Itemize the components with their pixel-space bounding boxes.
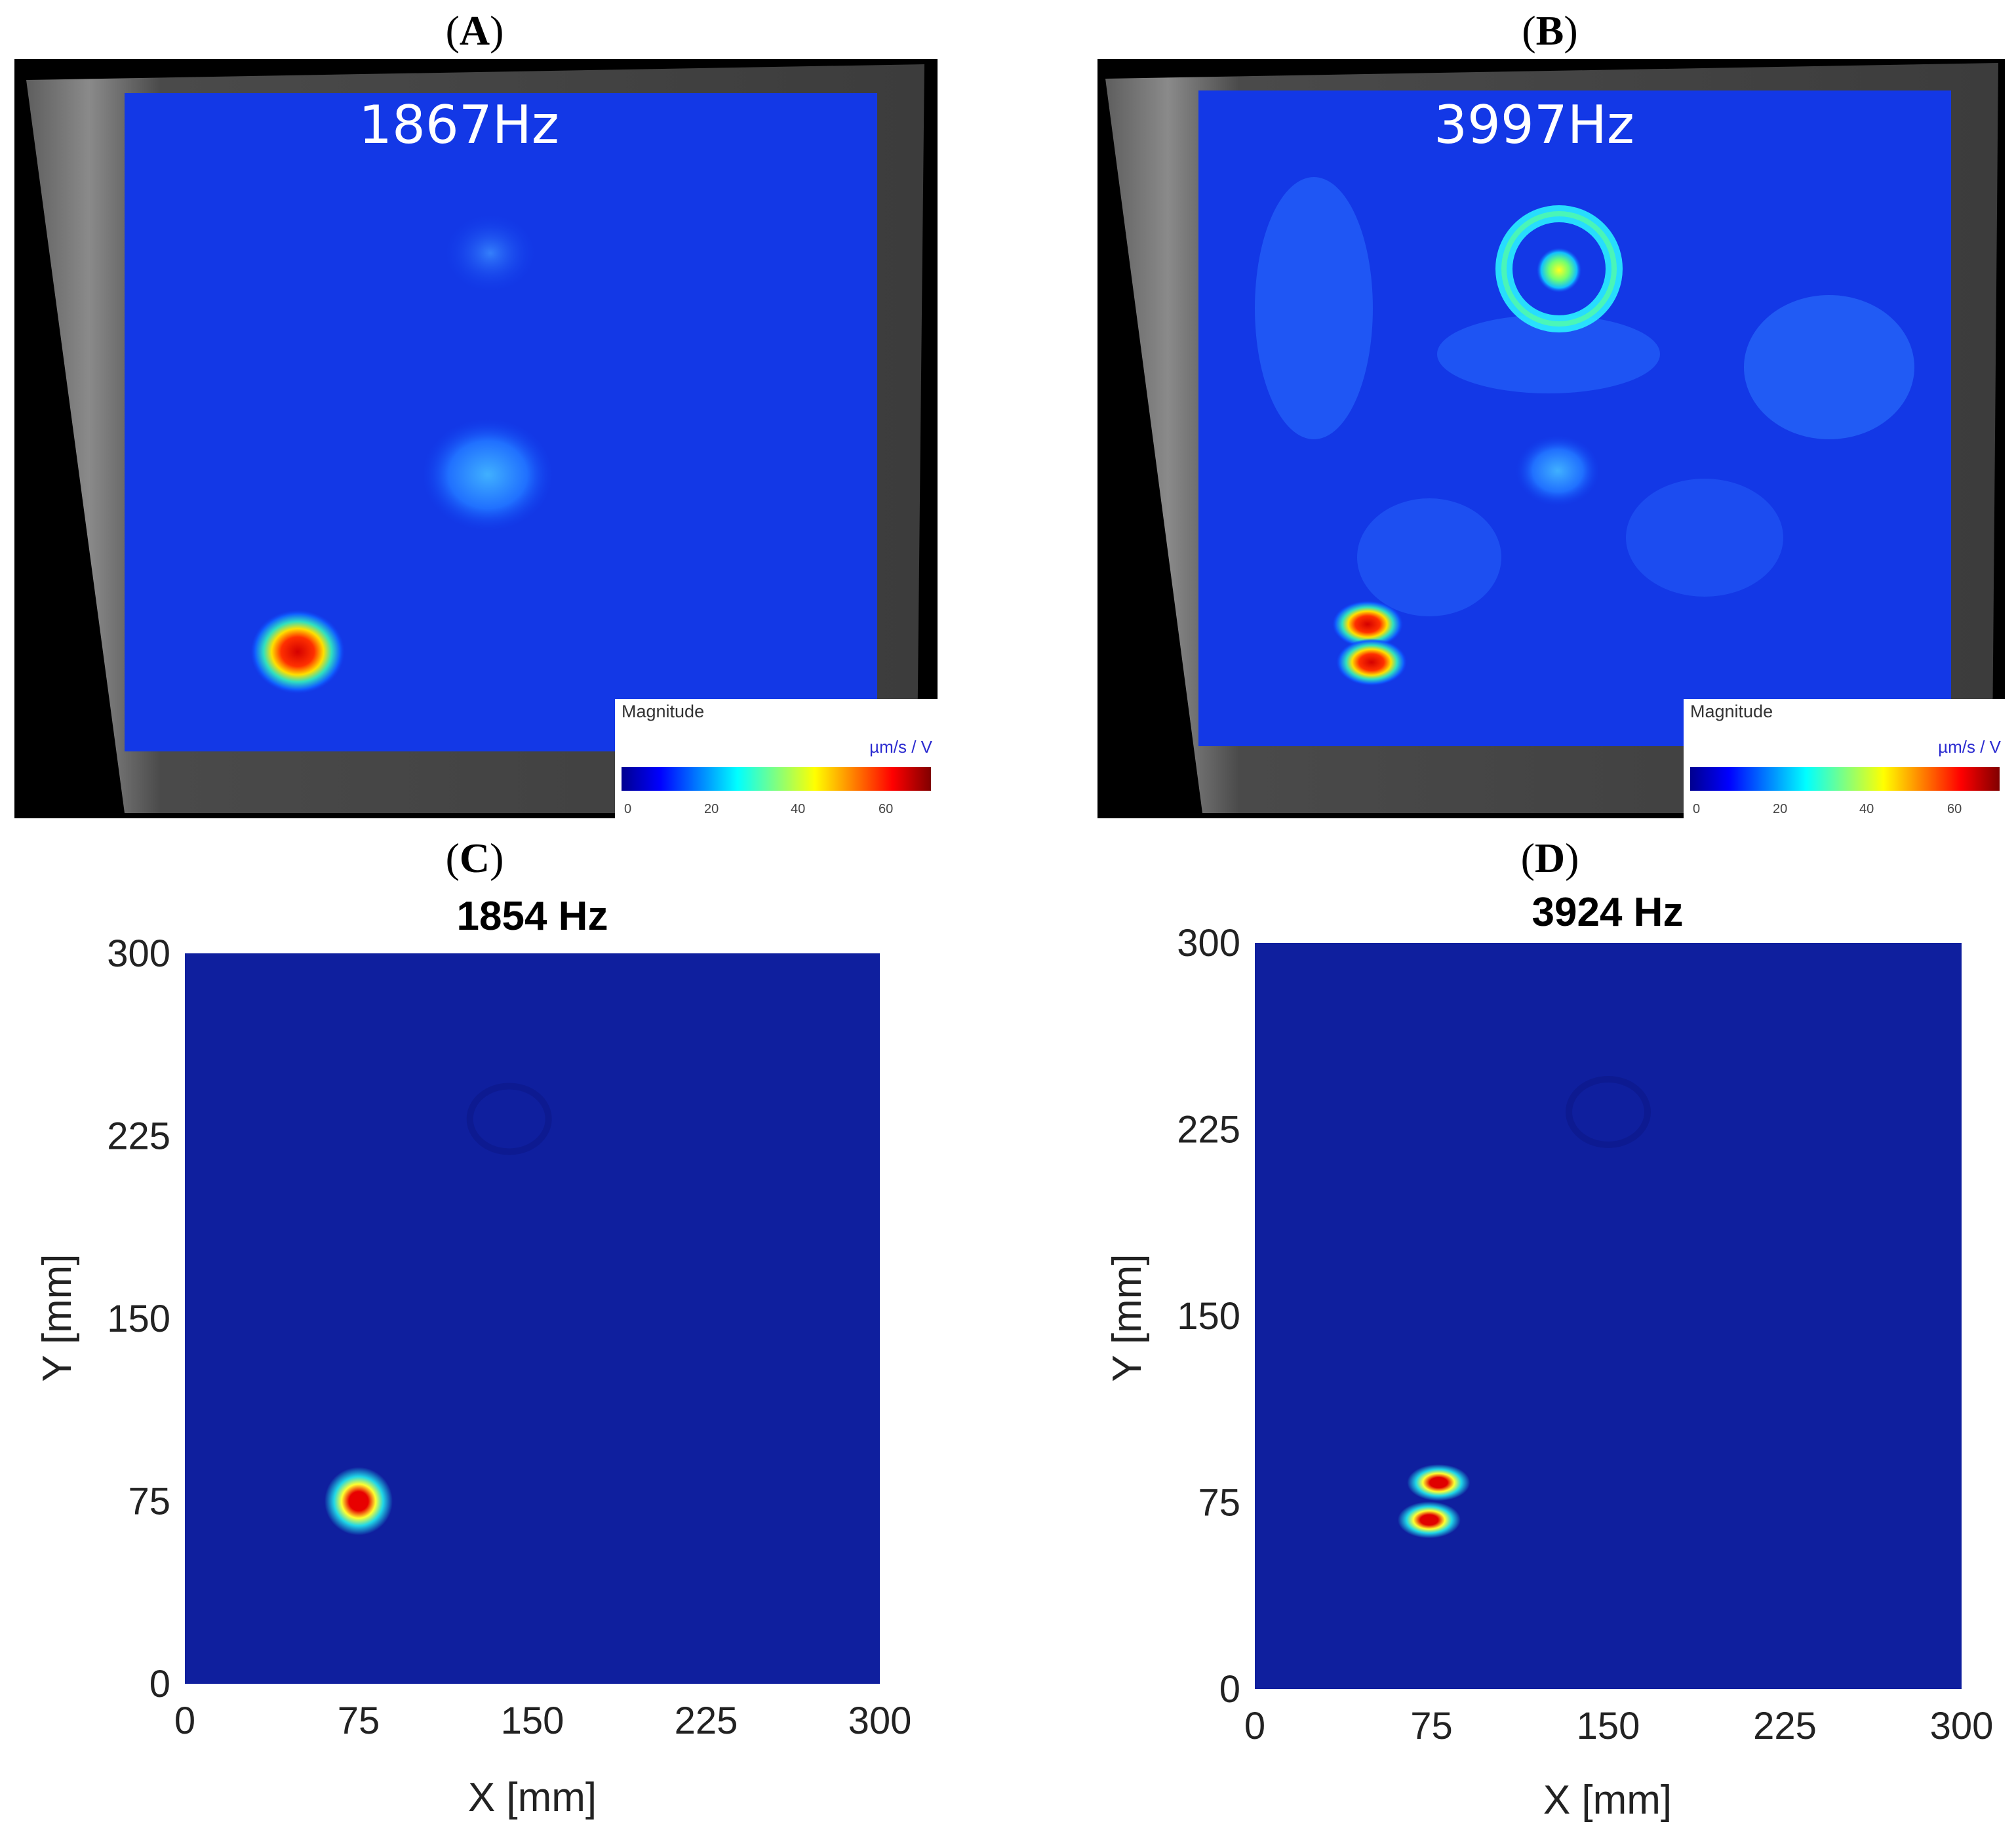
excitation-spot-lower [1336, 639, 1407, 686]
ring-center-spot [1537, 248, 1581, 292]
resonance-ring-core [1501, 211, 1617, 327]
colorbar-legend: Magnitude µm/s / V 0 20 40 60 [615, 699, 938, 818]
x-axis-label: X [mm] [468, 1775, 597, 1820]
colorbar-title: Magnitude [622, 702, 704, 721]
panel-label-a: (A) [446, 7, 504, 54]
y-tick-label: 75 [1198, 1482, 1240, 1524]
faint-mode-trace [1566, 1075, 1651, 1148]
x-axis-label: X [mm] [1543, 1778, 1672, 1823]
response-spot [1407, 1464, 1471, 1502]
pale-mode-lobe [1626, 479, 1783, 597]
y-tick-label: 150 [1177, 1295, 1240, 1338]
x-tick-label: 150 [1577, 1705, 1640, 1747]
measured-panel-b: 3997Hz Magnitude µm/s / V 0 20 40 60 [1097, 59, 2006, 818]
y-tick-label: 225 [107, 1115, 170, 1158]
colorbar-box [615, 699, 938, 818]
y-tick-label: 0 [149, 1663, 170, 1705]
panel-label-d: (D) [1521, 835, 1579, 881]
plot-area [185, 953, 880, 1684]
pale-mode-lobe [1744, 295, 1914, 439]
y-tick-label: 0 [1219, 1668, 1240, 1711]
y-axis-label: Y [mm] [1105, 1254, 1150, 1382]
frequency-label: 1867Hz [359, 94, 559, 155]
colorbar-title: Magnitude [1690, 702, 1773, 721]
panel-label-c: (C) [446, 835, 504, 881]
heatmap-marks [1397, 1075, 1651, 1539]
y-tick-label: 150 [107, 1298, 170, 1340]
plot-area [1255, 943, 1962, 1689]
center-spot [1516, 435, 1600, 506]
x-tick-label: 300 [1930, 1705, 1994, 1747]
colorbar-tick: 0 [624, 802, 631, 816]
center-spot [422, 418, 553, 531]
x-tick-label: 0 [1244, 1705, 1265, 1747]
colorbar-tick: 40 [791, 802, 805, 816]
measured-panel-a: 1867Hz Magnitude µm/s / V 0 20 40 60 [14, 59, 938, 818]
simulated-heatmap-c: 1854 Hz 0 75 150 225 300 0 75 150 225 300 X [mm]… [35, 894, 911, 1820]
x-tick-label: 225 [1753, 1705, 1817, 1747]
y-tick-label: 225 [1177, 1109, 1240, 1151]
colorbar-gradient [1690, 767, 2000, 791]
frequency-label: 3997Hz [1434, 94, 1634, 155]
colorbar-tick: 60 [1947, 802, 1962, 816]
colorbar-unit: µm/s / V [1938, 737, 2002, 757]
colorbar-box [1684, 699, 2006, 818]
x-tick-label: 300 [848, 1700, 912, 1742]
excitation-spot [250, 610, 345, 694]
chart-title: 1854 Hz [457, 894, 608, 939]
x-axis-ticks: 0 75 150 225 300 [174, 1700, 912, 1742]
faint-mode-trace [466, 1083, 552, 1155]
colorbar-tick: 20 [1773, 802, 1787, 816]
y-tick-label: 75 [128, 1481, 170, 1523]
faint-spot [445, 214, 536, 292]
simulated-heatmap-d: 3924 Hz 0 75 150 225 300 0 75 150 225 300 X [mm]… [1105, 890, 1993, 1823]
chart-title: 3924 Hz [1532, 890, 1684, 935]
y-axis-ticks: 0 75 150 225 300 [1177, 922, 1240, 1711]
x-tick-label: 75 [1410, 1705, 1453, 1747]
pale-mode-lobe [1437, 315, 1660, 393]
y-axis-ticks: 0 75 150 225 300 [107, 932, 170, 1705]
heatmap-marks [325, 1083, 552, 1536]
y-axis-label: Y [mm] [35, 1254, 80, 1382]
colorbar-tick: 60 [879, 802, 893, 816]
pale-mode-lobe [1357, 498, 1501, 616]
colorbar-legend: Magnitude µm/s / V 0 20 40 60 [1684, 699, 2006, 818]
y-tick-label: 300 [1177, 922, 1240, 965]
colorbar-gradient [622, 767, 931, 791]
x-tick-label: 0 [174, 1700, 195, 1742]
x-tick-label: 150 [501, 1700, 564, 1742]
colorbar-tick: 20 [704, 802, 719, 816]
x-axis-ticks: 0 75 150 225 300 [1244, 1705, 1994, 1747]
y-tick-label: 300 [107, 932, 170, 975]
response-spot [1397, 1502, 1461, 1539]
colorbar-unit: µm/s / V [869, 737, 933, 757]
excitation-spot-upper [1332, 601, 1403, 648]
colorbar-tick: 40 [1859, 802, 1874, 816]
x-tick-label: 75 [338, 1700, 380, 1742]
x-tick-label: 225 [675, 1700, 738, 1742]
response-spot [325, 1467, 393, 1536]
colorbar-tick: 0 [1693, 802, 1700, 816]
pale-mode-lobe [1255, 177, 1373, 439]
panel-label-b: (B) [1522, 7, 1577, 54]
